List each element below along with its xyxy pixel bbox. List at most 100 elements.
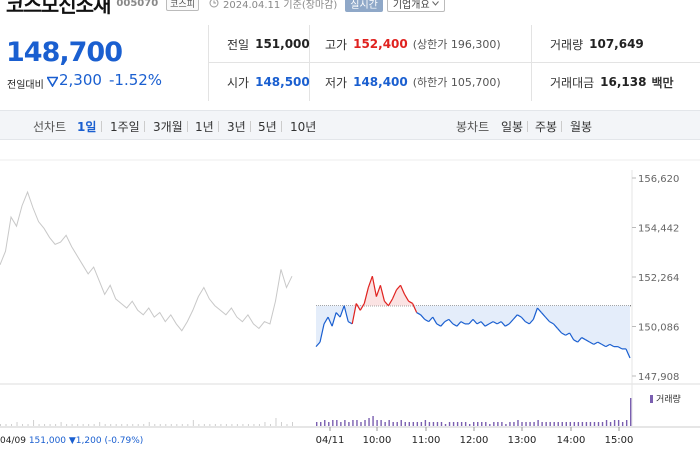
volume-bar-today — [601, 422, 604, 426]
today-line-segment — [363, 287, 369, 304]
today-line-segment — [508, 318, 514, 325]
volume-bar-today — [497, 422, 499, 426]
market-badge: 코스피 — [166, 0, 199, 11]
volume-bar-prev — [286, 424, 288, 426]
volume-bar-today — [585, 422, 588, 426]
divider — [218, 121, 219, 132]
volume-bar-today — [573, 422, 576, 426]
candle-chart-label: 봉차트 — [456, 120, 490, 134]
realtime-button[interactable]: 실시간 — [345, 0, 383, 12]
volume-bar-today — [569, 422, 572, 426]
x-tick-label: 14:00 — [557, 435, 586, 446]
volume-bar-prev — [192, 420, 194, 426]
stock-header: 코스모신소재 005070 코스피 2024.04.11 기준(장마감) 실시간… — [0, 0, 700, 17]
today-line-segment — [424, 318, 430, 323]
volume-bar-prev — [170, 424, 172, 426]
tab-candle-monthly[interactable]: 월봉 — [570, 120, 593, 134]
volume-bar-prev — [220, 424, 222, 426]
tab-candle-daily[interactable]: 일봉 — [501, 120, 524, 134]
volume-bar-today — [372, 416, 374, 426]
today-line-segment — [383, 300, 389, 307]
volume-bar-today — [521, 422, 523, 426]
volume-bar-today — [541, 422, 543, 426]
tab-period-3m[interactable]: 3개월 — [153, 120, 183, 134]
today-line-segment — [448, 318, 454, 325]
today-line-segment — [492, 321, 498, 325]
volume-bar-prev — [148, 422, 150, 426]
volume-bar-today — [577, 422, 580, 426]
volume-bar-today — [388, 420, 390, 426]
volume-bar-today — [316, 422, 318, 426]
volume-bar-today — [617, 420, 620, 426]
today-line-segment — [585, 339, 591, 343]
volume-bar-prev — [187, 424, 189, 426]
volume-bar-today — [424, 420, 427, 426]
today-line-segment — [504, 323, 510, 327]
volume-bar-today — [545, 422, 547, 426]
volume-bar-today — [525, 422, 527, 426]
volume-bar-today — [513, 422, 515, 426]
volume-bar-today — [348, 422, 350, 426]
today-line-segment — [387, 298, 394, 307]
tab-period-5y[interactable]: 5년 — [258, 120, 277, 134]
today-line-segment — [323, 316, 329, 325]
volume-bar-prev — [44, 424, 46, 426]
divider — [281, 121, 282, 132]
amount-label: 거래대금 — [550, 75, 595, 90]
volume-bar-prev — [27, 424, 29, 426]
open-value: 148,500 — [255, 75, 310, 89]
today-line-segment — [512, 314, 518, 320]
volume-bar-today — [464, 422, 467, 426]
x-tick-label: 10:00 — [363, 435, 392, 446]
volume-bar-prev — [269, 424, 271, 426]
today-line-segment — [496, 321, 502, 325]
tab-candle-weekly[interactable]: 주봉 — [535, 120, 558, 134]
volume-bar-today — [376, 420, 378, 426]
price-chart-canvas[interactable]: 156,620 154,442 152,264 150,086 147,908 04/11… — [0, 150, 700, 450]
today-line-segment — [379, 285, 386, 302]
tab-period-10y[interactable]: 10년 — [290, 120, 317, 134]
volume-bar-prev — [55, 424, 57, 426]
volume-bar-today — [412, 422, 415, 426]
volume-bar-today — [392, 422, 394, 426]
clock-icon — [209, 0, 219, 8]
prev-day-close: 151,000 ▼1,200 (-0.79%) — [29, 436, 144, 446]
volume-bar-today — [408, 422, 410, 426]
volume-bar-today — [336, 420, 338, 426]
volume-bar-today — [456, 422, 459, 426]
volume-bar-today — [557, 422, 559, 426]
today-line-segment — [625, 348, 631, 359]
volume-bar-prev — [247, 424, 249, 426]
volume-bar-prev — [258, 424, 260, 426]
volume-bar-today — [432, 422, 435, 426]
company-info-button[interactable]: 기업개요 — [386, 0, 445, 12]
today-line-segment — [589, 341, 595, 345]
today-line-segment — [472, 318, 478, 325]
volume-bar-today — [416, 422, 419, 426]
today-line-segment — [331, 312, 337, 327]
volume-bar-prev — [99, 422, 101, 426]
price-chart[interactable]: 156,620 154,442 152,264 150,086 147,908 04/11… — [0, 150, 700, 450]
volume-bar-prev — [203, 424, 205, 426]
today-line-segment — [593, 341, 599, 345]
today-line-segment — [440, 321, 446, 327]
volume-bar-prev — [104, 424, 106, 426]
today-line-segment — [359, 303, 365, 311]
diff-rate: -1.52% — [109, 71, 163, 89]
today-line-segment — [484, 323, 490, 327]
current-price: 148,700 — [6, 37, 123, 68]
tab-period-1d[interactable]: 1일 — [77, 120, 97, 134]
today-line-segment — [404, 294, 410, 302]
volume-bar-today — [448, 422, 451, 426]
today-line-segment — [577, 337, 583, 343]
tab-period-1w[interactable]: 1주일 — [110, 120, 140, 134]
today-line-segment — [375, 285, 381, 297]
volume-bar-today — [364, 420, 366, 426]
low-label: 저가 — [325, 75, 348, 90]
low-value: 148,400 — [353, 75, 408, 89]
tab-period-1y[interactable]: 1년 — [195, 120, 214, 134]
volume-bar-today — [380, 420, 382, 426]
today-line-segment — [549, 321, 554, 325]
volume-cell: 거래량 107,649 — [550, 25, 644, 63]
tab-period-3y[interactable]: 3년 — [227, 120, 246, 134]
